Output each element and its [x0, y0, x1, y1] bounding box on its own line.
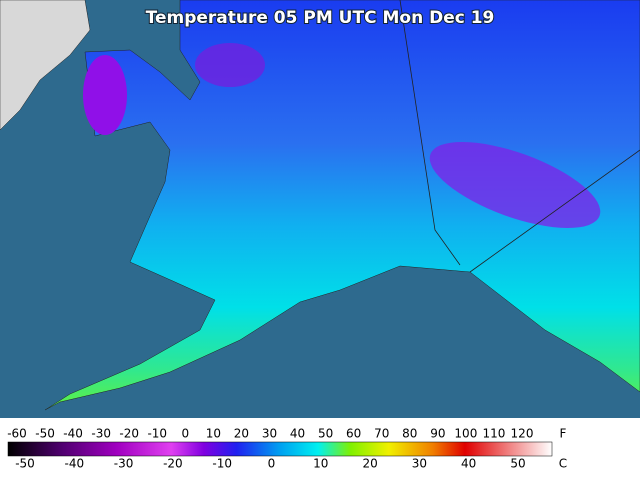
legend-label: 40	[461, 457, 476, 471]
legend-label: 50	[510, 457, 525, 471]
unit-label: F	[560, 427, 567, 441]
legend-label: 90	[430, 427, 445, 441]
legend-label: 50	[318, 427, 333, 441]
legend-label: 0	[268, 457, 276, 471]
border	[469, 149, 640, 273]
legend-label: 20	[362, 457, 377, 471]
alaska-land	[44, 0, 640, 411]
legend-label: -20	[163, 457, 183, 471]
legend-label: 120	[511, 427, 534, 441]
cold-zone	[83, 55, 127, 135]
asia-land	[0, 0, 91, 131]
legend-label: -50	[35, 427, 55, 441]
legend-label: -30	[91, 427, 111, 441]
legend-label: 80	[402, 427, 417, 441]
legend-label: 60	[346, 427, 361, 441]
legend-label: -40	[63, 427, 83, 441]
legend-label: -40	[64, 457, 84, 471]
legend-label: -50	[15, 457, 35, 471]
legend-label: 10	[313, 457, 328, 471]
color-bar	[7, 441, 553, 457]
legend-label: 100	[454, 427, 477, 441]
border	[399, 0, 461, 266]
unit-label: C	[559, 457, 567, 471]
legend-label: 0	[182, 427, 190, 441]
legend-label: 30	[262, 427, 277, 441]
legend-label: 70	[374, 427, 389, 441]
map-title: Temperature 05 PM UTC Mon Dec 19	[146, 8, 495, 28]
cold-zone	[195, 43, 265, 87]
legend-label: -10	[212, 457, 232, 471]
cold-zone	[429, 141, 601, 229]
legend-label: -60	[7, 427, 27, 441]
legend-label: 20	[234, 427, 249, 441]
legend-label: 110	[482, 427, 505, 441]
legend-label: -20	[119, 427, 139, 441]
legend-label: -30	[114, 457, 134, 471]
legend-label: 10	[206, 427, 221, 441]
legend-label: -10	[147, 427, 167, 441]
legend-label: 30	[412, 457, 427, 471]
legend-label: 40	[290, 427, 305, 441]
